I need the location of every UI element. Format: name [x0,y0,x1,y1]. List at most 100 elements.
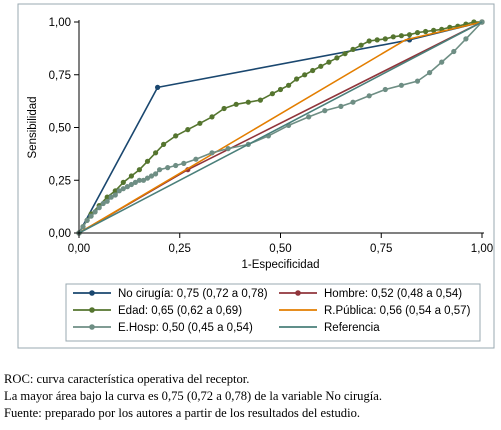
series-5-point [181,160,187,166]
series-5-point [451,48,457,55]
legend-label: E.Hosp: 0,50 (0,45 a 0,54) [118,322,253,334]
series-5-point [153,171,159,177]
series-3-point [406,32,413,38]
series-5-point [173,162,179,169]
series-3-point [104,194,110,200]
series-5-point [209,150,215,156]
legend-label: Edad: 0,65 (0,62 a 0,69) [118,305,242,317]
series-3-point [257,97,263,103]
series-3-point [233,101,239,107]
x-tick-label: 0,00 [68,243,90,255]
series-3-point [382,36,388,42]
series-6 [78,21,483,234]
legend-item-4: R.Pública: 0,56 (0,54 a 0,57) [279,305,471,317]
series-3-point [334,55,340,61]
legend-swatch-marker [295,290,301,296]
series-5-point [414,78,421,84]
series-3-point [294,76,300,82]
series-3-point [144,158,151,164]
legend-item-3: Edad: 0,65 (0,62 a 0,69) [73,305,242,317]
series-5-point [225,146,231,152]
series-3-point [326,59,332,65]
series-5-point [193,156,199,162]
series-3-point [350,46,356,53]
series-5-point [463,36,469,42]
legend-item-2: Hombre: 0,52 (0,48 a 0,54) [279,288,462,300]
series-5-point [338,103,344,109]
x-tick-label: 0,50 [269,243,291,255]
series-5-point [136,177,142,183]
series-3-point [128,173,134,179]
series-5-point [322,108,328,114]
series-5-point [427,70,433,76]
series-3-point [398,33,404,39]
series-3-point [431,27,437,33]
series-3-point [302,72,308,78]
series-3-point [120,179,126,185]
y-tick-label: 0,00 [49,228,71,240]
legend-label: R.Pública: 0,56 (0,54 a 0,57) [324,305,471,317]
series-5-point [350,99,356,105]
series-3-point [423,28,429,35]
y-tick-label: 0,75 [49,70,71,82]
series-3-point [269,91,275,97]
series-5-point [100,200,106,207]
series-5-point [92,209,98,215]
series-3-point [209,114,215,120]
series-3-point [366,38,372,44]
series-5-point [104,198,110,204]
series-5-point [116,188,122,194]
series-5-point [80,224,86,230]
series-5-point [398,82,404,88]
series-5 [76,19,485,236]
series-3-point [221,105,227,112]
caption-line-2: La mayor área bajo la curva es 0,75 (0,7… [4,389,383,403]
series-3-point [112,188,118,194]
roc-chart: 0,00 0,25 0,50 0,75 1,00 0,00 0,25 0,50 0,75 1,00… [17,3,495,349]
legend-item-6: Referencia [279,322,380,334]
legend-frame [65,283,481,342]
series-3-point [173,133,179,139]
caption-line-1: ROC: curva característica operativa del … [4,372,250,386]
series-3-point [358,42,364,48]
legend-item-5: E.Hosp: 0,50 (0,45 a 0,54) [73,322,253,334]
y-tick-label: 1,00 [49,17,71,29]
series-5-point [132,179,138,185]
series-line-4 [78,21,483,234]
series-3-point [185,127,191,133]
series-3-point [414,29,421,36]
series-5-point [306,114,312,120]
series-5-point [148,173,155,179]
series-3-point [245,99,251,105]
series-5-point [84,217,90,223]
legend-swatch-marker [89,307,95,313]
y-axis-title: Sensibilidad [27,96,39,158]
legend-swatch-marker [89,324,95,330]
series-5-point [144,175,151,181]
series-3-point [277,86,284,93]
series-5-point [439,59,445,65]
series-5-point [108,194,114,200]
caption-line-3: Fuente: preparado por los autores a part… [4,406,361,420]
x-tick-label: 0,75 [370,243,392,255]
legend-label: Hombre: 0,52 (0,48 a 0,54) [324,288,462,300]
series-3-point [310,67,316,74]
series-3-point [197,120,203,126]
series-5-point [382,86,388,93]
series-5-point [88,213,94,219]
series-5-point [366,93,372,99]
series-3-point [286,82,292,88]
x-tick-label: 0,25 [169,243,191,255]
series-3-point [374,37,380,43]
legend-label: Referencia [324,322,380,334]
legend-item-1: No cirugía: 0,75 (0,72 a 0,78) [73,288,268,300]
legend-label: No cirugía: 0,75 (0,72 a 0,78) [118,288,268,300]
legend-swatch-marker [89,290,95,296]
series-3-point [318,63,324,69]
series-3-point [342,51,348,57]
series-3-point [153,150,159,156]
series-5-point [96,205,102,211]
series-5-point [120,186,126,192]
x-tick-label: 1,00 [471,243,493,255]
